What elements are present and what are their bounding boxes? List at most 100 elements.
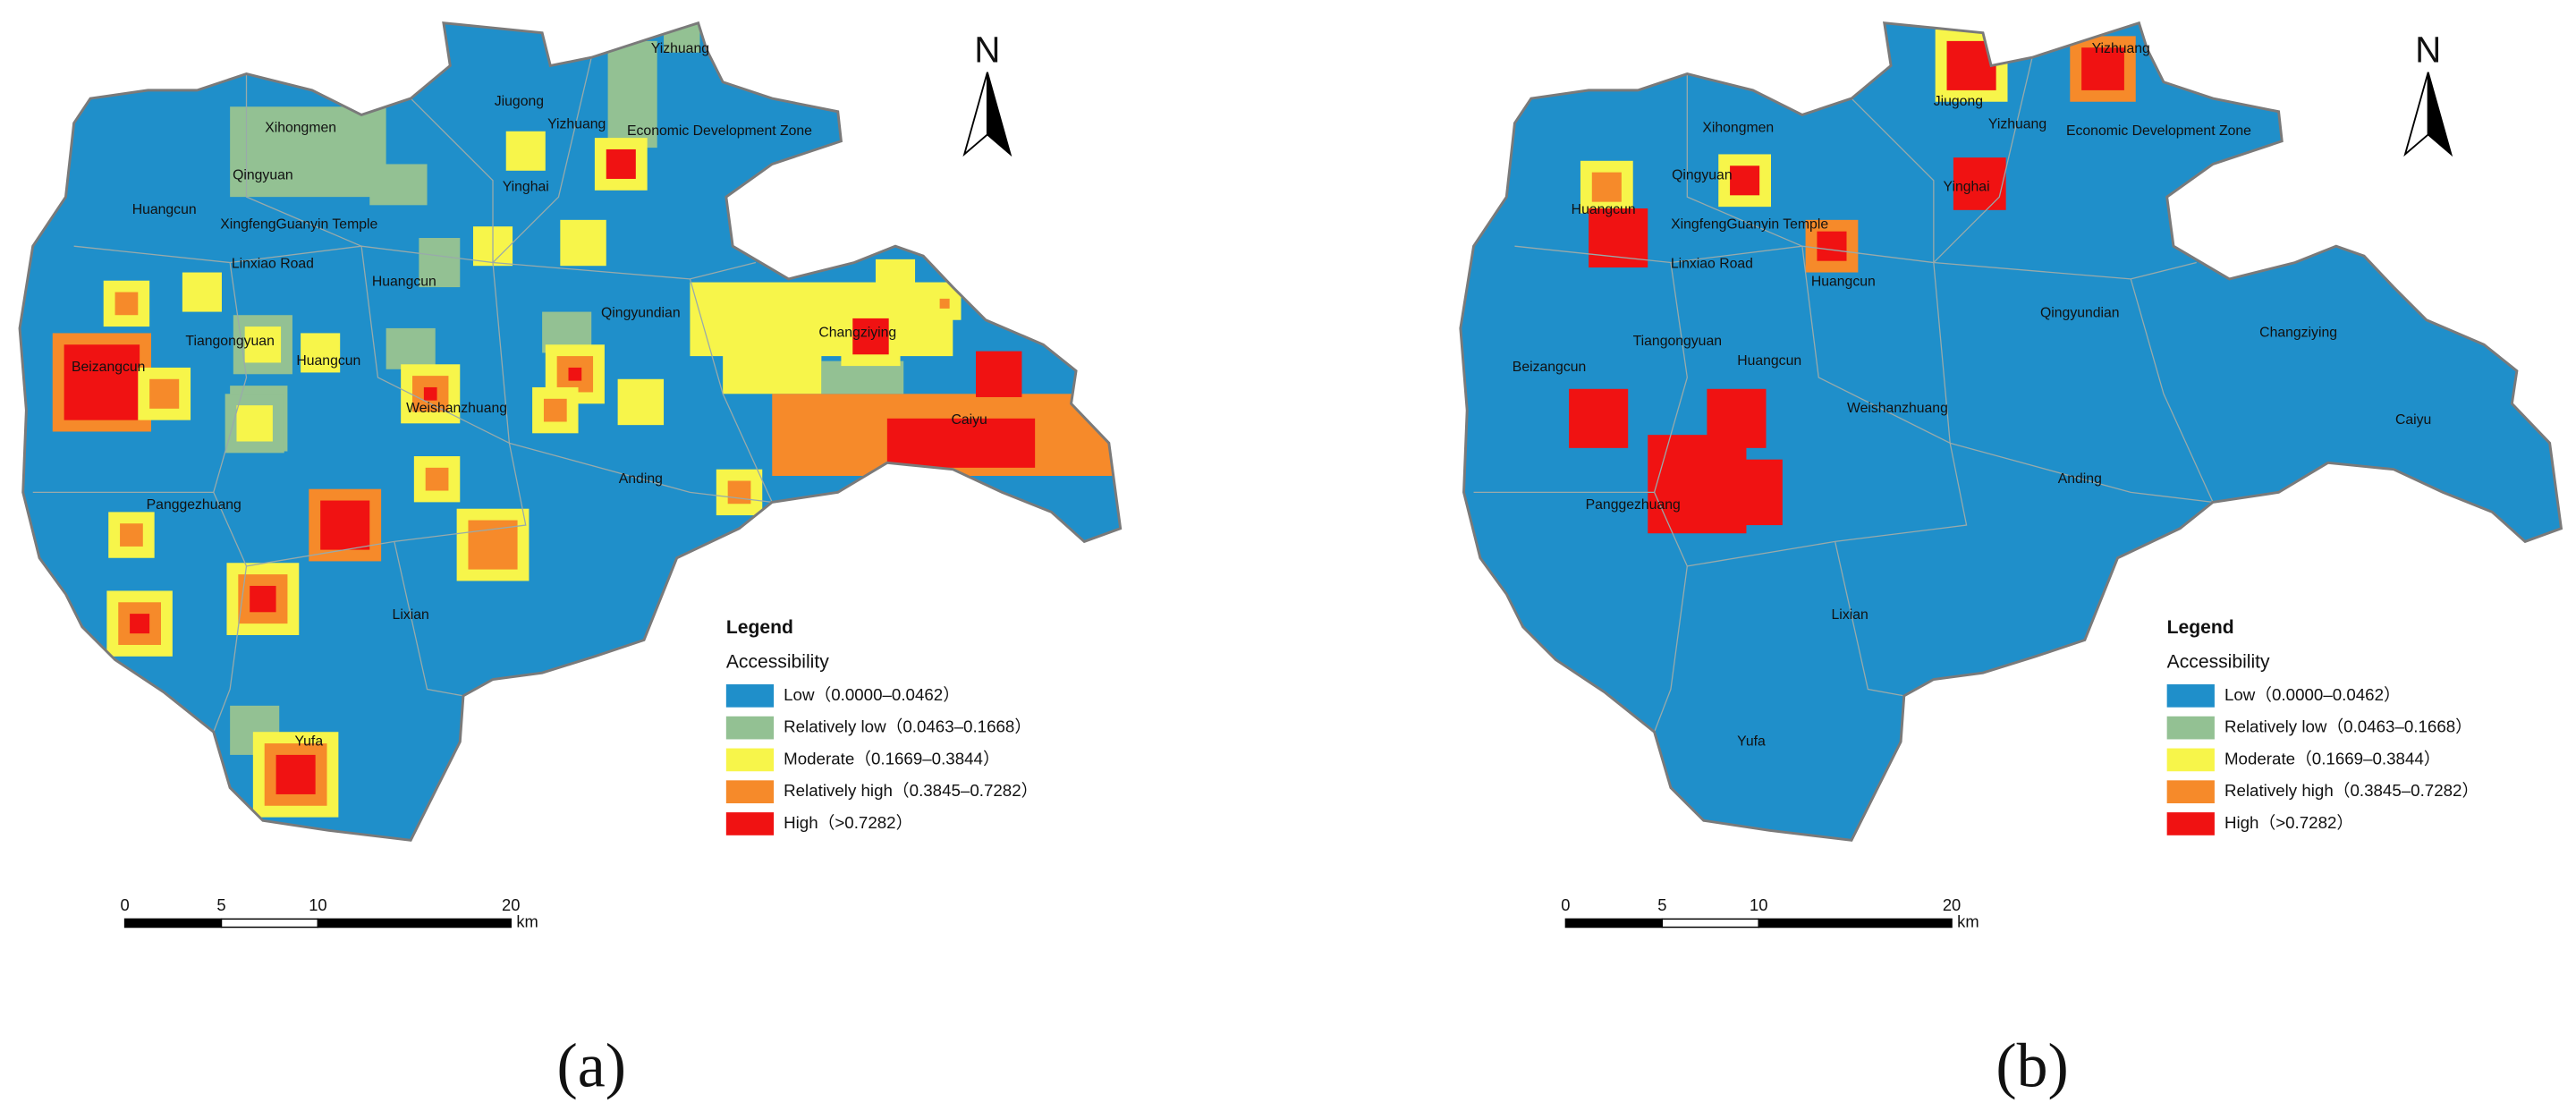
cell <box>976 351 1022 397</box>
panel-caption: (b) <box>1996 1032 2068 1101</box>
legend-swatch <box>725 716 775 740</box>
district-boundary <box>394 541 464 697</box>
cell <box>1716 459 1783 526</box>
district-boundary <box>245 73 362 247</box>
legend-title: Legend <box>2167 617 2234 638</box>
cell <box>419 238 461 288</box>
place-label: Yinghai <box>1944 179 1990 194</box>
cell <box>468 520 518 570</box>
north-arrow-left <box>962 72 988 157</box>
cell <box>617 378 665 426</box>
district-boundary <box>1514 245 2197 280</box>
district-boundary <box>1686 73 1803 247</box>
place-label: Linxiao Road <box>232 257 314 272</box>
place-label: Huangcun <box>1572 202 1636 217</box>
place-label: XingfengGuanyin Temple <box>1671 217 1828 233</box>
place-label: Tiangongyuan <box>185 334 274 349</box>
scale-unit: km <box>1957 912 1979 931</box>
legend-subtitle: Accessibility <box>726 652 829 673</box>
scale-tick-label: 20 <box>1943 895 1961 914</box>
legend-swatch <box>2166 748 2215 772</box>
legend-swatch <box>2166 812 2215 835</box>
place-label: Yizhuang <box>2092 41 2150 56</box>
place-label: XingfengGuanyin Temple <box>220 217 377 233</box>
cell <box>2081 47 2124 90</box>
legend-label: Low（0.0000–0.0462） <box>2224 685 2401 704</box>
legend-label: Relatively high（0.3845–0.7282） <box>784 781 1038 800</box>
legend-label: Relatively low（0.0463–0.1668） <box>2224 717 2472 736</box>
legend-subtitle: Accessibility <box>2167 652 2270 673</box>
district-boundary <box>689 278 773 503</box>
panel-caption: (a) <box>556 1032 625 1101</box>
cell <box>727 480 751 505</box>
cell <box>1569 388 1629 448</box>
cell <box>250 585 276 613</box>
legend-title: Legend <box>726 617 793 638</box>
scale-tick-label: 10 <box>309 895 326 914</box>
cell <box>505 131 546 171</box>
district-boundary <box>1933 57 2033 263</box>
cell <box>543 398 567 422</box>
place-label: Beizangcun <box>72 360 145 375</box>
cell <box>1730 165 1760 196</box>
place-label: Beizangcun <box>1513 360 1586 375</box>
scale-segment <box>1758 918 1953 929</box>
cell <box>114 292 139 316</box>
district-boundary <box>1653 565 1688 733</box>
cell <box>386 327 436 369</box>
cell <box>1591 172 1622 202</box>
cell <box>425 467 449 491</box>
cell <box>1953 157 2006 210</box>
region-outline <box>18 21 1123 842</box>
place-label: Qingyuan <box>1672 167 1733 182</box>
place-label: Linxiao Road <box>1671 257 1753 272</box>
scale-segment <box>1564 918 1664 929</box>
place-label: Economic Development Zone <box>2066 123 2251 139</box>
place-label: Xihongmen <box>265 120 336 135</box>
cell <box>130 614 150 634</box>
place-label: Changziying <box>2259 326 2337 341</box>
north-arrow-right <box>2427 72 2453 157</box>
place-label: Lixian <box>393 607 429 623</box>
place-label: Anding <box>619 471 663 487</box>
legend-label: Moderate（0.1669–0.3844） <box>2224 749 2441 768</box>
place-label: Anding <box>2058 471 2102 487</box>
north-label: N <box>2415 30 2441 71</box>
scale-segment <box>317 918 512 929</box>
cell <box>369 164 428 206</box>
cell <box>821 360 904 394</box>
legend-label: Low（0.0000–0.0462） <box>784 685 960 704</box>
place-label: Lixian <box>1832 607 1868 623</box>
north-arrow-left <box>2403 72 2429 157</box>
cell <box>606 148 636 179</box>
place-label: Huangcun <box>296 353 360 369</box>
place-label: Changziying <box>818 326 896 341</box>
cell <box>875 259 916 299</box>
place-label: Qingyuan <box>233 167 293 182</box>
place-label: Huangcun <box>372 275 436 290</box>
district-boundary <box>492 262 773 504</box>
place-label: Yufa <box>295 734 324 749</box>
scale-tick-label: 20 <box>502 895 520 914</box>
legend-label: High（>0.7282） <box>784 813 912 832</box>
place-label: Yizhuang <box>651 41 709 56</box>
place-label: Yizhuang <box>547 117 606 132</box>
cell <box>1946 40 1996 90</box>
district-boundary <box>73 245 757 280</box>
north-arrow-right <box>986 72 1013 157</box>
district-boundary <box>1933 262 2214 504</box>
legend-label: High（>0.7282） <box>2224 813 2353 832</box>
cell <box>886 418 1036 468</box>
cell <box>244 327 282 363</box>
scale-unit: km <box>516 912 538 931</box>
place-label: Xihongmen <box>1702 120 1774 135</box>
region-base <box>1460 22 2562 841</box>
legend-swatch <box>2166 716 2215 740</box>
district-boundary <box>1851 98 1935 263</box>
place-label: Jiugong <box>495 94 544 109</box>
cell <box>1589 208 1648 268</box>
region-outline <box>1459 21 2563 842</box>
place-label: Yinghai <box>503 179 549 194</box>
